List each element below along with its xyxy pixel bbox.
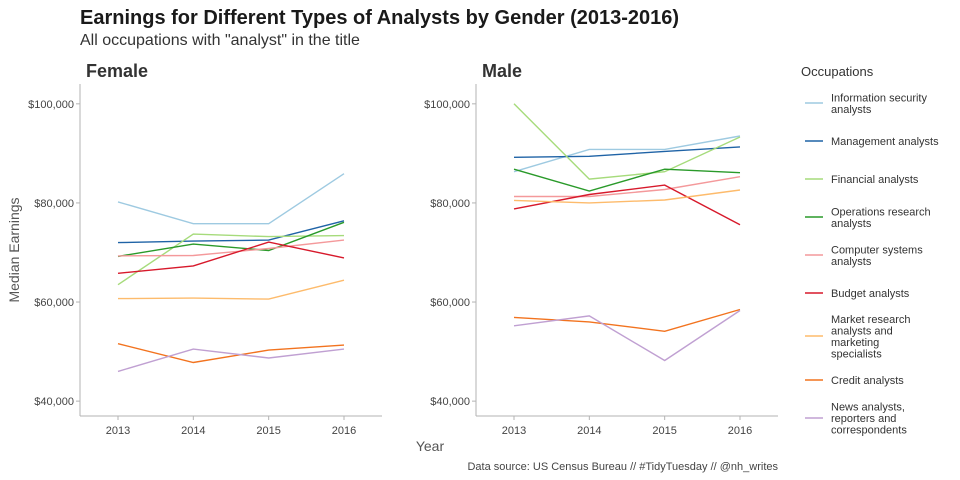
x-tick-label: 2015	[256, 425, 280, 437]
facet-label-male: Male	[482, 61, 522, 81]
legend-label: Budget analysts	[831, 288, 910, 300]
x-tick-label: 2016	[728, 425, 752, 437]
series-line-female-operations-research-analysts	[117, 221, 345, 258]
series-line-male-operations-research-analysts	[513, 168, 741, 192]
series-line-male-news-analysts-reporters-and-correspondents	[513, 309, 741, 362]
panel-male: Male $40,000 $60,000 $80,000 $100,000 2013 20…	[424, 61, 778, 437]
series-line-male-computer-systems-analysts	[514, 176, 741, 198]
y-tick-label: $80,000	[34, 198, 74, 210]
legend-label: analysts	[831, 218, 872, 230]
y-tick-label: $100,000	[424, 99, 470, 111]
y-tick-label: $60,000	[34, 297, 74, 309]
legend-item-budget-analysts: Budget analysts	[805, 288, 910, 300]
series-line-male-credit-analysts	[513, 308, 741, 333]
series-line-female-news-analysts-reporters-and-correspondents	[117, 348, 345, 373]
legend-item-financial-analysts: Financial analysts	[805, 174, 919, 186]
legend-label: Computer systems	[831, 244, 923, 256]
series-line-male-management-analysts	[513, 146, 741, 158]
facet-label-female: Female	[86, 61, 148, 81]
series-line-female-budget-analysts	[117, 241, 345, 274]
series-line-male-budget-analysts	[513, 184, 741, 226]
legend-label: reporters and	[831, 413, 896, 425]
legend: Occupations Information securityanalysts…	[801, 64, 939, 437]
y-tick-label: $40,000	[34, 396, 74, 408]
legend-label: analysts	[831, 104, 872, 116]
x-axis-title: Year	[416, 438, 445, 454]
x-tick-label: 2013	[106, 425, 130, 437]
series-line-male-financial-analysts	[513, 103, 741, 180]
chart-subtitle: All occupations with "analyst" in the ti…	[80, 32, 360, 49]
legend-label: correspondents	[831, 425, 907, 437]
legend-label: Management analysts	[831, 136, 939, 148]
series-line-female-market-research-analysts-and-marketing-specialists	[117, 279, 345, 300]
series-line-male-information-security-analysts	[513, 135, 741, 173]
series-line-female-credit-analysts	[117, 343, 345, 364]
series-line-female-information-security-analysts	[117, 173, 345, 225]
series-line-female-management-analysts	[117, 220, 345, 244]
x-tick-label: 2014	[577, 425, 601, 437]
series-line-female-computer-systems-analysts	[117, 239, 345, 257]
legend-label: Operations research	[831, 206, 931, 218]
legend-label: analysts and	[831, 325, 893, 337]
series-line-male-market-research-analysts-and-marketing-specialists	[513, 189, 741, 204]
legend-label: Market research	[831, 314, 910, 326]
legend-item-credit-analysts: Credit analysts	[805, 375, 904, 387]
legend-label: News analysts,	[831, 402, 905, 414]
y-axis-title: Median Earnings	[6, 197, 22, 302]
y-tick-label: $100,000	[28, 99, 74, 111]
legend-item-management-analysts: Management analysts	[805, 136, 939, 148]
y-tick-label: $60,000	[430, 297, 470, 309]
x-tick-label: 2014	[181, 425, 205, 437]
chart-title: Earnings for Different Types of Analysts…	[80, 7, 679, 29]
y-tick-label: $40,000	[430, 396, 470, 408]
legend-label: specialists	[831, 348, 882, 360]
panel-female: Female $40,000 $60,000 $80,000 $100,000 2013…	[28, 61, 382, 437]
legend-item-news-analysts-reporters-and-correspondents: News analysts,reporters andcorrespondent…	[805, 402, 907, 437]
x-tick-label: 2013	[502, 425, 526, 437]
x-tick-label: 2016	[332, 425, 356, 437]
legend-title: Occupations	[801, 64, 874, 79]
chart-caption: Data source: US Census Bureau // #TidyTu…	[467, 461, 778, 473]
legend-label: marketing	[831, 337, 879, 349]
legend-label: analysts	[831, 256, 872, 268]
x-tick-label: 2015	[652, 425, 676, 437]
legend-label: Financial analysts	[831, 174, 919, 186]
y-tick-label: $80,000	[430, 198, 470, 210]
legend-label: Information security	[831, 92, 927, 104]
legend-label: Credit analysts	[831, 375, 904, 387]
